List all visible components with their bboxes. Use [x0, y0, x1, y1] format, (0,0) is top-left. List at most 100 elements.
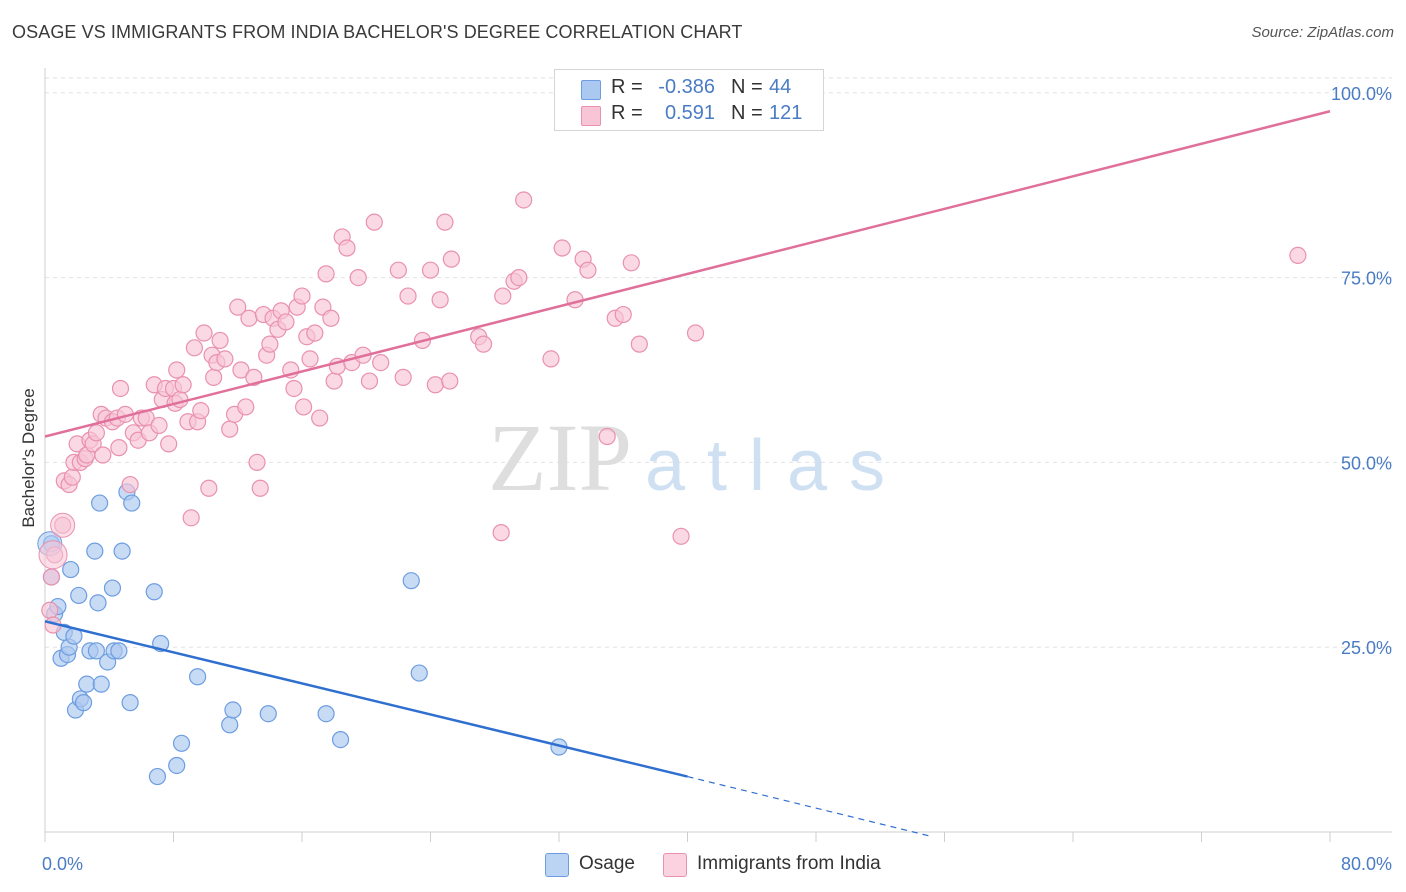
legend-n-label: N = [731, 102, 763, 124]
india-point [295, 398, 313, 416]
india-point [192, 402, 210, 420]
india-point [622, 254, 640, 272]
india-point [515, 191, 533, 209]
india-point [240, 309, 258, 327]
india-point [174, 376, 192, 394]
india-point [150, 416, 168, 435]
x-tick-label-min: 0.0% [42, 854, 83, 874]
india-point [630, 335, 648, 353]
india-point [41, 601, 59, 619]
india-point [195, 324, 213, 342]
osage-point [168, 756, 186, 775]
india-point [542, 350, 560, 368]
india-point [360, 372, 379, 390]
osage-point [331, 730, 350, 749]
india-point [441, 372, 459, 390]
osage-trend-extension [687, 775, 929, 837]
india-point [237, 398, 255, 416]
india-point [686, 324, 705, 342]
legend-r-value: -0.386 [658, 76, 715, 98]
india-point-large [50, 512, 76, 538]
legend-row-osage: R = -0.386 N = 44 [555, 76, 823, 102]
india-point [492, 524, 510, 542]
india-point [1289, 246, 1307, 265]
india-point [221, 420, 239, 438]
india-point [121, 475, 139, 494]
y-tick-label: 100.0% [1331, 84, 1392, 104]
osage-point [148, 767, 167, 786]
legend-swatch-osage [545, 853, 569, 877]
legend-n-label: N = [731, 76, 763, 98]
osage-point [121, 694, 139, 712]
india-point [293, 287, 311, 305]
osage-point [224, 701, 242, 719]
india-point [431, 291, 449, 309]
legend-r-label: R = [611, 76, 643, 98]
watermark-zip: ZIP [488, 404, 632, 511]
india-point [474, 335, 493, 353]
india-point [579, 261, 597, 279]
india-point [160, 435, 178, 453]
osage-point [78, 675, 96, 693]
legend-swatch-osage [581, 80, 601, 100]
india-point [317, 265, 335, 283]
india-point [251, 479, 269, 497]
india-point [94, 446, 112, 464]
chart-title: OSAGE VS IMMIGRANTS FROM INDIA BACHELOR'… [12, 22, 743, 42]
india-point [229, 298, 247, 316]
osage-point [110, 642, 128, 660]
india-point [216, 350, 234, 368]
india-point [306, 324, 324, 342]
india-point [111, 379, 130, 398]
india-point [182, 509, 200, 527]
osage-point [86, 542, 104, 560]
osage-point [188, 668, 207, 686]
osage-point [259, 705, 277, 723]
india-point [248, 453, 266, 471]
legend-n-value: 44 [769, 76, 792, 98]
india-point [553, 239, 571, 257]
india-point [277, 313, 295, 331]
osage-point [92, 675, 110, 693]
india-point [285, 379, 303, 398]
india-point [442, 250, 460, 268]
osage-point [221, 716, 239, 734]
osage-points [37, 483, 568, 786]
india-point [436, 213, 454, 231]
india-point [200, 479, 218, 497]
osage-point [317, 705, 335, 723]
y-tick-label: 75.0% [1341, 269, 1392, 289]
india-points [38, 191, 1307, 634]
legend-label-india: Immigrants from India [697, 853, 881, 874]
india-point [365, 213, 383, 231]
grid-lines [45, 77, 1392, 648]
india-point [510, 268, 528, 287]
osage-point [145, 583, 163, 601]
india-point [301, 350, 319, 368]
india-point [205, 368, 223, 386]
osage-point [410, 664, 428, 682]
india-point [185, 339, 203, 357]
axes [44, 68, 1392, 842]
osage-point [74, 694, 93, 712]
india-point [87, 424, 106, 442]
zipatlas-watermark: ZIP atlas [488, 404, 885, 511]
india-point [672, 527, 690, 545]
x-tick-label-max: 80.0% [1341, 854, 1392, 874]
osage-point [103, 579, 122, 597]
y-axis-title: Bachelor's Degree [19, 388, 38, 527]
india-point [598, 427, 616, 446]
india-point [63, 468, 81, 486]
legend-label-osage: Osage [579, 853, 635, 874]
india-point [399, 287, 417, 305]
osage-point [123, 494, 141, 512]
legend-row-india: R = 0.591 N = 121 [555, 102, 823, 128]
india-point [261, 335, 279, 353]
osage-point [91, 494, 109, 512]
tick-labels: 25.0% 50.0% 75.0% 100.0% 0.0% 80.0% [42, 84, 1392, 874]
osage-point [402, 572, 420, 590]
india-point [211, 331, 229, 350]
osage-point [62, 560, 80, 579]
correlation-legend: R = -0.386 N = 44 R = 0.591 N = 121 [554, 69, 824, 131]
